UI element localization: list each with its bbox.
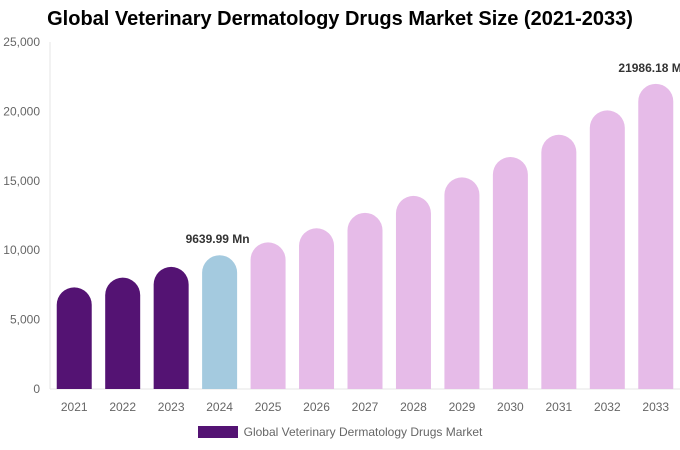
data-label-2024: 9639.99 Mn: [186, 232, 250, 246]
bar-2021: [56, 287, 92, 389]
bar-2023: [153, 266, 189, 389]
x-tick-label: 2030: [497, 400, 524, 414]
legend[interactable]: Global Veterinary Dermatology Drugs Mark…: [0, 425, 680, 439]
legend-label: Global Veterinary Dermatology Drugs Mark…: [243, 425, 483, 439]
x-tick-label: 2031: [545, 400, 572, 414]
bar-2029: [444, 177, 480, 389]
x-tick-label: 2033: [642, 400, 669, 414]
y-tick-label: 5,000: [10, 313, 40, 327]
legend-swatch: [197, 426, 238, 438]
x-tick-label: 2025: [255, 400, 282, 414]
y-tick-label: 0: [33, 382, 40, 396]
bar-2024: [202, 255, 238, 389]
data-label-2033: 21986.18 Mn: [618, 61, 680, 75]
x-tick-label: 2032: [594, 400, 621, 414]
bar-2026: [299, 228, 335, 389]
x-tick-label: 2029: [449, 400, 476, 414]
x-tick-label: 2024: [206, 400, 233, 414]
x-tick-label: 2028: [400, 400, 427, 414]
chart-title: Global Veterinary Dermatology Drugs Mark…: [47, 8, 633, 30]
x-tick-label: 2027: [352, 400, 379, 414]
bar-2022: [105, 277, 141, 389]
y-tick-label: 25,000: [3, 35, 40, 49]
x-tick-label: 2021: [61, 400, 88, 414]
y-tick-label: 10,000: [3, 243, 40, 257]
bar-2030: [492, 157, 528, 389]
bar-2031: [541, 134, 577, 389]
bar-2025: [250, 242, 286, 389]
bar-2032: [589, 110, 625, 390]
x-tick-label: 2023: [158, 400, 185, 414]
y-tick-label: 20,000: [3, 104, 40, 118]
bar-2028: [395, 195, 431, 389]
y-tick-label: 15,000: [3, 174, 40, 188]
bar-2027: [347, 212, 383, 389]
bar-2033: [638, 83, 674, 390]
x-tick-label: 2026: [303, 400, 330, 414]
x-tick-label: 2022: [109, 400, 136, 414]
